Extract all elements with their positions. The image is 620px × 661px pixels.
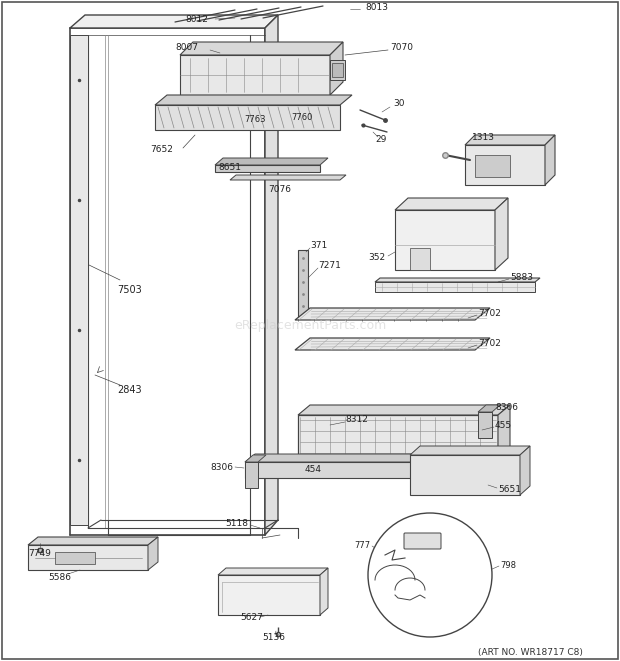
Polygon shape	[298, 405, 510, 415]
Text: 7763: 7763	[244, 116, 266, 124]
Text: 7702: 7702	[478, 309, 501, 319]
Polygon shape	[298, 250, 308, 318]
Polygon shape	[410, 446, 530, 455]
Bar	[55, 552, 95, 564]
Bar	[330, 60, 345, 80]
Polygon shape	[28, 545, 148, 570]
Text: 7774: 7774	[438, 555, 459, 564]
Polygon shape	[375, 282, 535, 292]
Polygon shape	[28, 537, 158, 545]
Polygon shape	[180, 55, 330, 95]
Text: 8007: 8007	[175, 44, 198, 52]
Polygon shape	[478, 412, 492, 438]
Polygon shape	[218, 568, 328, 575]
Polygon shape	[215, 158, 328, 165]
Text: 7749: 7749	[28, 549, 51, 557]
Text: 8013: 8013	[365, 3, 388, 13]
Text: 8012: 8012	[185, 15, 208, 24]
Polygon shape	[245, 455, 266, 462]
Text: 30: 30	[393, 100, 404, 108]
Polygon shape	[320, 568, 328, 615]
Polygon shape	[230, 175, 346, 180]
Text: 454: 454	[305, 465, 322, 475]
Polygon shape	[330, 42, 343, 95]
Polygon shape	[218, 575, 320, 615]
Polygon shape	[410, 248, 430, 270]
Text: 8651: 8651	[218, 163, 241, 173]
Polygon shape	[148, 537, 158, 570]
Polygon shape	[265, 15, 278, 535]
Polygon shape	[155, 95, 352, 105]
Text: 8306: 8306	[495, 403, 518, 412]
Text: 8312: 8312	[345, 416, 368, 424]
Polygon shape	[395, 210, 495, 270]
Polygon shape	[155, 105, 340, 130]
Polygon shape	[298, 415, 498, 477]
Text: 7760: 7760	[291, 114, 312, 122]
Polygon shape	[520, 446, 530, 495]
Text: 5136: 5136	[262, 633, 285, 642]
Text: (ART NO. WR18717 C8): (ART NO. WR18717 C8)	[477, 648, 582, 656]
Text: 29: 29	[375, 136, 386, 145]
Text: 7503: 7503	[118, 285, 143, 295]
Text: 799: 799	[452, 529, 468, 537]
Text: 5651: 5651	[498, 485, 521, 494]
Polygon shape	[70, 15, 278, 28]
Text: 352: 352	[368, 254, 385, 262]
Text: 777: 777	[354, 541, 370, 549]
Polygon shape	[375, 278, 540, 282]
Text: 7652: 7652	[150, 145, 173, 155]
Polygon shape	[215, 165, 320, 172]
Text: 7070: 7070	[390, 44, 413, 52]
Text: 5118: 5118	[225, 520, 248, 529]
Text: 7076: 7076	[268, 186, 291, 194]
Text: 795: 795	[453, 563, 469, 572]
Text: 371: 371	[310, 241, 327, 249]
Polygon shape	[465, 135, 555, 145]
Text: 7702: 7702	[478, 340, 501, 348]
Text: 455: 455	[495, 420, 512, 430]
Text: 5586: 5586	[48, 572, 71, 582]
Text: 8306: 8306	[210, 463, 233, 473]
Polygon shape	[495, 198, 508, 270]
Polygon shape	[245, 454, 440, 462]
Polygon shape	[498, 405, 510, 477]
Polygon shape	[245, 462, 258, 488]
Bar	[332, 63, 343, 77]
Text: 2843: 2843	[118, 385, 143, 395]
Text: 5627: 5627	[241, 613, 264, 623]
Text: 1313: 1313	[471, 134, 495, 143]
Polygon shape	[465, 145, 545, 185]
Polygon shape	[395, 198, 508, 210]
Text: 5883: 5883	[510, 274, 533, 282]
Text: 797: 797	[397, 603, 413, 613]
Polygon shape	[295, 308, 490, 320]
Text: 7775: 7775	[420, 568, 441, 576]
Text: 798: 798	[500, 561, 516, 570]
Polygon shape	[545, 135, 555, 185]
Polygon shape	[245, 462, 430, 478]
Bar	[475, 155, 510, 177]
FancyBboxPatch shape	[404, 533, 441, 549]
Bar	[70, 35, 88, 525]
Text: 7271: 7271	[318, 260, 341, 270]
Text: eReplacementParts.com: eReplacementParts.com	[234, 319, 386, 332]
Circle shape	[368, 513, 492, 637]
Polygon shape	[410, 455, 520, 495]
Polygon shape	[295, 338, 490, 350]
Polygon shape	[180, 42, 343, 55]
Polygon shape	[478, 405, 500, 412]
